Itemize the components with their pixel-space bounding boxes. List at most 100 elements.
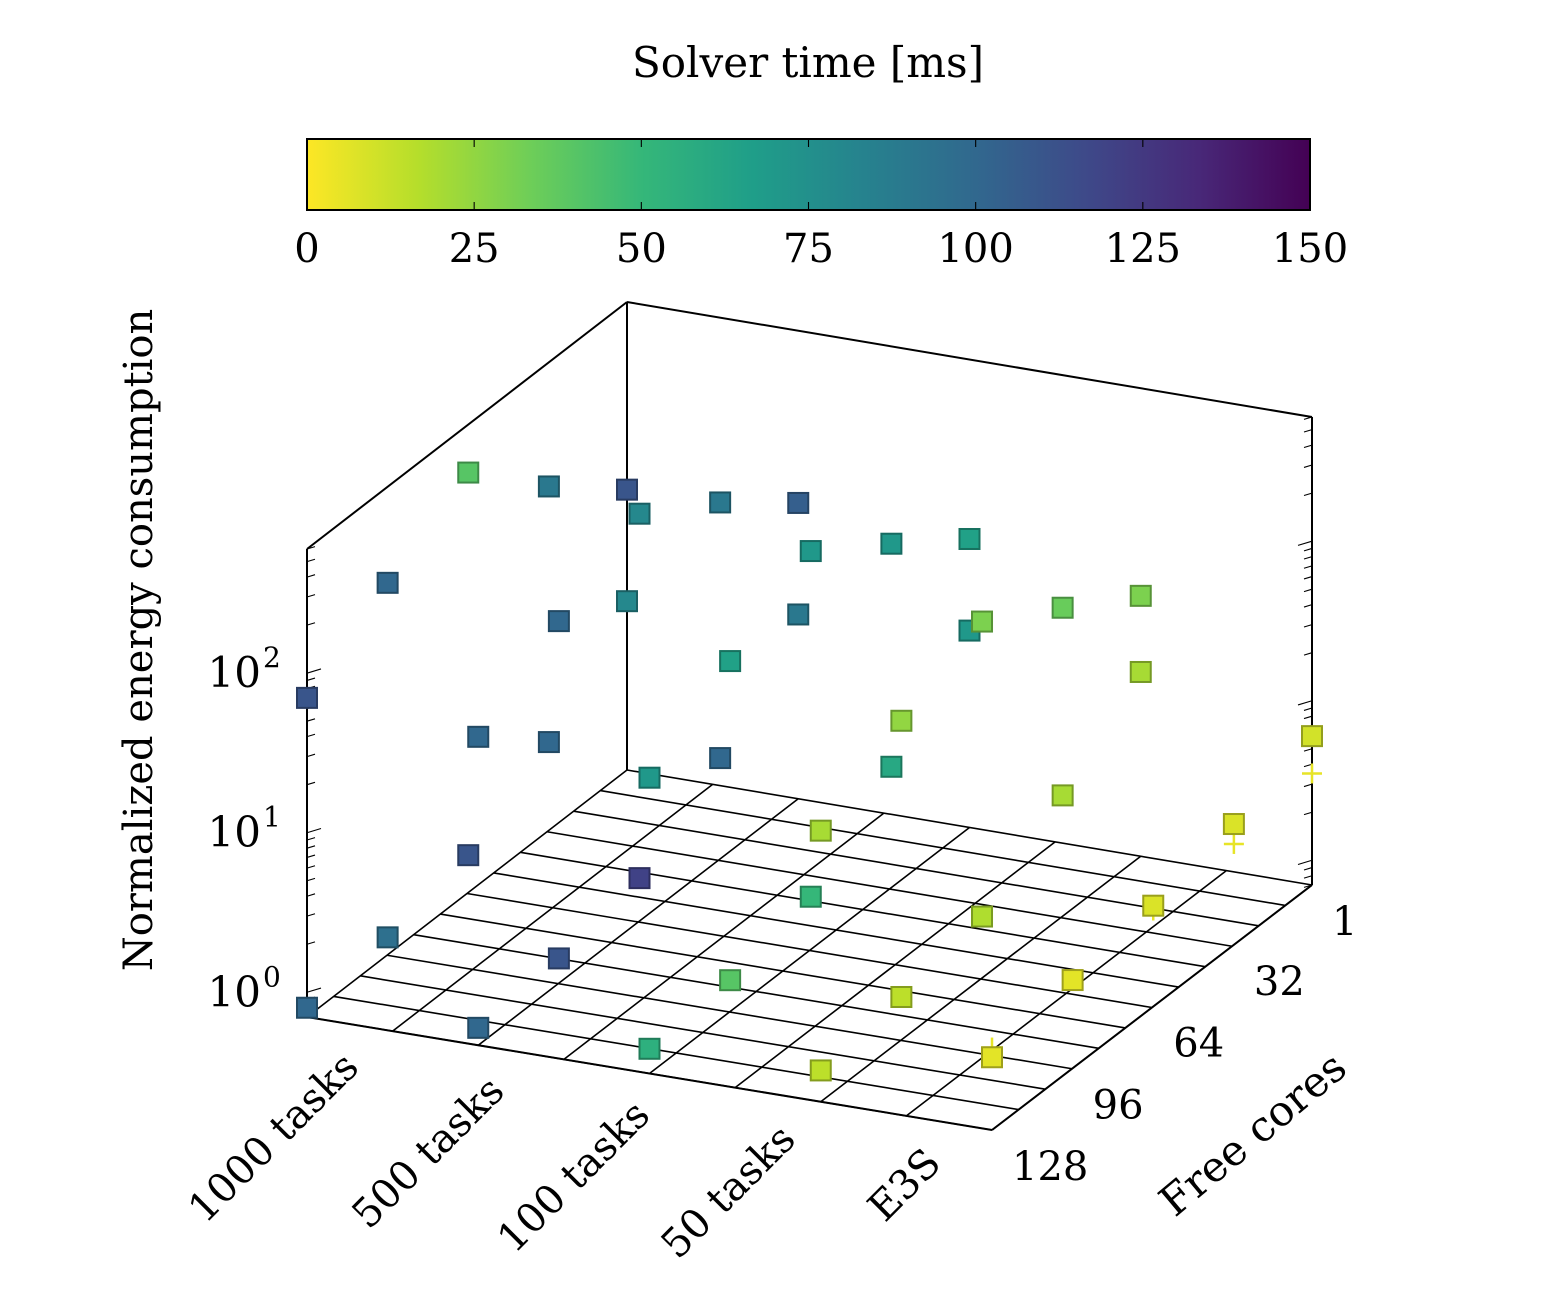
data-point-square — [628, 867, 651, 890]
colorbar-ticks: 0 25 50 75 100 125 150 — [294, 139, 1348, 272]
z-tick-exponent: 0 — [263, 960, 281, 993]
z-tick-mark — [1303, 576, 1313, 580]
z-tick-mark — [1303, 763, 1313, 768]
data-point-square — [709, 747, 732, 770]
z-tick-mark — [1303, 547, 1313, 552]
grid-line — [306, 1016, 993, 1131]
z-tick-mark — [306, 622, 316, 626]
z-tick-mark — [1303, 588, 1313, 593]
data-point-square — [467, 1016, 490, 1039]
z-tick-mark — [306, 733, 316, 738]
data-point-square — [799, 540, 822, 563]
z-tick-mark — [1303, 565, 1313, 569]
z-tick-mark — [1303, 624, 1313, 628]
data-point-square — [628, 502, 651, 525]
data-point-square — [809, 1059, 832, 1082]
data-point-square — [719, 650, 742, 673]
z-tick-mark — [306, 718, 316, 722]
z-tick-mark — [306, 677, 316, 681]
z-tick-mark — [306, 827, 322, 834]
y-tick-label: 96 — [1093, 1082, 1144, 1128]
data-point-plus — [1302, 763, 1322, 784]
z-tick-mark — [1303, 604, 1313, 608]
z-tick-label: 10 — [208, 808, 261, 857]
z-tick-mark — [1297, 540, 1313, 546]
data-point-square — [1142, 894, 1165, 917]
x-tick-label: 50 tasks — [653, 1116, 805, 1268]
data-point-square — [1222, 813, 1245, 836]
data-point-square — [638, 1037, 661, 1060]
x-tick-label: 100 tasks — [489, 1092, 659, 1262]
data-point-square — [787, 603, 810, 626]
grid-line — [413, 933, 1099, 1050]
grid-line — [493, 872, 1179, 988]
grid-line — [440, 913, 1126, 1029]
colorbar-tick-label: 50 — [616, 226, 667, 272]
z-tick-mark — [306, 781, 316, 786]
grid-line — [626, 769, 1313, 886]
z-tick-mark — [1303, 884, 1313, 888]
data-point-square — [890, 985, 913, 1008]
grid-line — [386, 954, 1073, 1070]
z-tick-label: 10 — [208, 648, 261, 697]
data-marks — [296, 461, 1323, 1082]
floor-grid — [306, 769, 1313, 1131]
data-point-plus — [1223, 833, 1244, 854]
data-point-square — [799, 885, 822, 908]
z-tick-mark — [306, 845, 316, 849]
data-point-square — [616, 590, 638, 613]
z-tick-mark — [306, 558, 316, 563]
data-point-square — [880, 755, 903, 778]
y-tick-label: 64 — [1173, 1021, 1224, 1067]
colorbar — [306, 138, 1311, 211]
grid-line — [546, 830, 1233, 948]
data-point-square — [467, 725, 490, 748]
data-point-square — [1129, 584, 1152, 607]
z-tick-mark — [306, 865, 316, 869]
x-tick-label: E3S — [859, 1140, 950, 1231]
z-tick-mark — [1303, 707, 1313, 711]
data-point-square — [547, 947, 570, 970]
grid-line — [466, 892, 1153, 1009]
z-tick-exponent: 1 — [263, 801, 281, 834]
x-tick-label: 1000 tasks — [180, 1044, 368, 1232]
z-tick-mark — [1303, 875, 1313, 879]
data-point-square — [719, 969, 742, 992]
data-point-square — [880, 532, 903, 555]
grid-line — [333, 995, 1019, 1111]
z-tick-mark — [1303, 556, 1313, 560]
data-point-square — [457, 461, 480, 484]
y-tick-label: 1 — [1332, 899, 1357, 945]
colorbar-tick-label: 25 — [449, 226, 500, 272]
z-tick-mark — [1297, 859, 1313, 866]
z-tick-mark — [1303, 783, 1313, 788]
z-tick-mark — [1303, 748, 1313, 752]
box-edge — [306, 301, 628, 550]
z-axis-title: Normalized energy consumption — [116, 309, 162, 972]
z-tick-mark — [306, 668, 322, 674]
z-tick-mark — [1297, 700, 1313, 706]
data-point-square — [296, 996, 318, 1019]
grid-line — [600, 789, 1286, 907]
z-tick-mark — [306, 574, 316, 578]
z-tick-mark — [306, 941, 316, 945]
z-tick-mark — [306, 893, 316, 897]
z-tick-mark — [306, 854, 316, 858]
y-tick-label: 128 — [1012, 1144, 1088, 1190]
data-point-square — [1129, 660, 1152, 683]
z-tick-mark — [306, 987, 322, 993]
data-point-square — [971, 610, 994, 633]
z-tick-mark — [1303, 429, 1313, 433]
z-tick-mark — [1303, 715, 1313, 720]
data-point-square — [638, 766, 661, 789]
z-tick-mark — [306, 913, 316, 917]
z-tick-mark — [306, 546, 316, 550]
data-point-square — [1051, 596, 1074, 619]
z-tick-mark — [1303, 464, 1313, 468]
grid-line — [360, 975, 1046, 1090]
data-point-square — [787, 491, 810, 514]
z-tick-mark — [1303, 652, 1313, 656]
